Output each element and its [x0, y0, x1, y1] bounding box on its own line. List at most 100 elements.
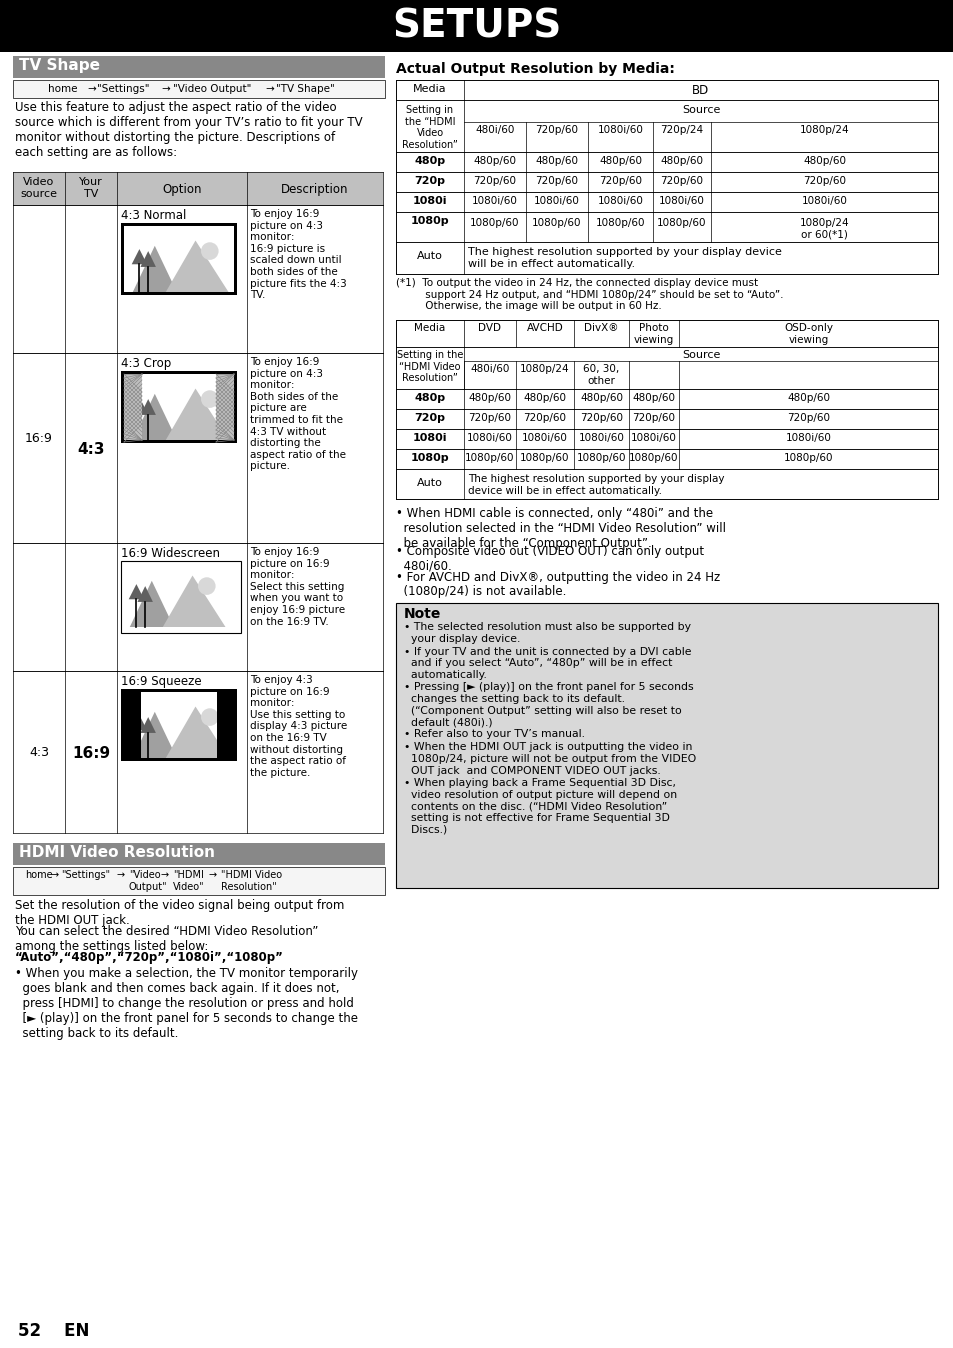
Bar [395, 152, 937, 173]
Text: 1080p/24
or 60(*1): 1080p/24 or 60(*1) [799, 218, 848, 240]
Text: Setting in the
“HDMI Video
Resolution”: Setting in the “HDMI Video Resolution” [396, 350, 463, 383]
Text: home: home [49, 84, 77, 94]
Polygon shape [140, 399, 155, 415]
Circle shape [201, 243, 218, 260]
Polygon shape [137, 586, 152, 603]
Circle shape [201, 391, 218, 408]
Text: home: home [25, 869, 52, 880]
Text: 720p/60: 720p/60 [802, 177, 845, 186]
Text: 1080p: 1080p [410, 216, 449, 226]
Text: 480p: 480p [414, 156, 445, 166]
Text: Option: Option [162, 183, 201, 195]
Bar [395, 469, 937, 499]
Text: Source: Source [681, 350, 720, 360]
Bar [395, 408, 937, 429]
Text: 480p/60: 480p/60 [802, 156, 845, 166]
Bar [395, 449, 937, 469]
Bar [215, 373, 233, 439]
Text: 720p/60: 720p/60 [535, 177, 578, 186]
Text: "Settings": "Settings" [61, 869, 110, 880]
Text: 4:3: 4:3 [77, 442, 105, 457]
Text: 480p/60: 480p/60 [579, 394, 622, 403]
Bar [121, 689, 141, 762]
Text: You can select the desired “HDMI Video Resolution”
among the settings listed bel: You can select the desired “HDMI Video R… [15, 925, 318, 953]
Bar [121, 689, 236, 762]
Polygon shape [132, 249, 147, 264]
Text: HDMI Video Resolution: HDMI Video Resolution [19, 845, 214, 860]
Polygon shape [130, 581, 173, 627]
Text: DVD: DVD [478, 324, 501, 333]
Text: • Refer also to your TV’s manual.: • Refer also to your TV’s manual. [403, 729, 584, 739]
Bar [13, 353, 382, 543]
Text: 720p/60: 720p/60 [598, 177, 641, 186]
Text: To enjoy 16:9
picture on 4:3
monitor:
Both sides of the
picture are
trimmed to f: To enjoy 16:9 picture on 4:3 monitor: Bo… [250, 357, 346, 472]
Text: 4:3 Crop: 4:3 Crop [121, 357, 172, 369]
Bar [13, 57, 385, 78]
Text: 720p: 720p [414, 412, 445, 423]
Text: 720p/24: 720p/24 [659, 125, 702, 135]
Text: →: → [265, 84, 274, 94]
Text: 1080p/60: 1080p/60 [629, 453, 678, 462]
Polygon shape [132, 398, 147, 412]
Text: →: → [117, 869, 125, 880]
Text: Note: Note [403, 608, 441, 621]
Text: 1080p/60: 1080p/60 [532, 218, 581, 228]
Text: 60, 30,
other: 60, 30, other [583, 364, 619, 386]
Text: The highest resolution supported by your display device
will be in effect automa: The highest resolution supported by your… [468, 247, 781, 268]
Text: 720p/60: 720p/60 [523, 412, 566, 423]
Bar [395, 243, 937, 274]
Text: 16:9 Squeeze: 16:9 Squeeze [121, 675, 201, 687]
Polygon shape [140, 717, 155, 733]
Text: • The selected resolution must also be supported by
  your display device.: • The selected resolution must also be s… [403, 623, 690, 644]
Text: TV Shape: TV Shape [19, 58, 100, 73]
Polygon shape [132, 245, 176, 293]
Text: 1080i/60: 1080i/60 [578, 433, 624, 443]
Bar [13, 842, 385, 865]
Text: "HDMI Video: "HDMI Video [221, 869, 282, 880]
Bar [124, 373, 142, 439]
Text: 1080p/60: 1080p/60 [519, 453, 569, 462]
Text: 720p: 720p [414, 177, 445, 186]
Bar [395, 191, 937, 212]
Bar [0, 0, 953, 53]
Text: 480p: 480p [414, 394, 445, 403]
Text: 1080p/60: 1080p/60 [783, 453, 832, 462]
Bar [124, 373, 233, 439]
Bar [395, 346, 937, 390]
Polygon shape [132, 394, 176, 439]
Polygon shape [166, 240, 229, 293]
Polygon shape [132, 714, 147, 731]
Text: Description: Description [281, 183, 349, 195]
Text: 720p/60: 720p/60 [786, 412, 829, 423]
Text: • For AVCHD and DivX®, outputting the video in 24 Hz
  (1080p/24) is not availab: • For AVCHD and DivX®, outputting the vi… [395, 570, 720, 599]
Polygon shape [163, 576, 225, 627]
Bar [395, 319, 937, 499]
Text: DivX®: DivX® [583, 324, 618, 333]
Polygon shape [129, 584, 144, 600]
Text: 1080i/60: 1080i/60 [784, 433, 831, 443]
Text: 480p/60: 480p/60 [523, 394, 566, 403]
Text: • Pressing [► (play)] on the front panel for 5 seconds
  changes the setting bac: • Pressing [► (play)] on the front panel… [403, 682, 693, 728]
Text: To enjoy 16:9
picture on 4:3
monitor:
16:9 picture is
scaled down until
both sid: To enjoy 16:9 picture on 4:3 monitor: 16… [250, 209, 346, 301]
Text: 720p/60: 720p/60 [579, 412, 622, 423]
Bar [395, 603, 937, 887]
Text: SETUPS: SETUPS [392, 7, 561, 44]
Text: • If your TV and the unit is connected by a DVI cable
  and if you select “Auto”: • If your TV and the unit is connected b… [403, 647, 691, 681]
Text: • Composite video out (VIDEO OUT) can only output
  480i/60.: • Composite video out (VIDEO OUT) can on… [395, 545, 703, 573]
Text: 1080i/60: 1080i/60 [630, 433, 677, 443]
Bar [395, 319, 937, 346]
Text: • When HDMI cable is connected, only “480i” and the
  resolution selected in the: • When HDMI cable is connected, only “48… [395, 507, 725, 550]
Text: 480p/60: 480p/60 [473, 156, 516, 166]
Text: To enjoy 16:9
picture on 16:9
monitor:
Select this setting
when you want to
enjo: To enjoy 16:9 picture on 16:9 monitor: S… [250, 547, 345, 627]
Bar [13, 80, 385, 98]
Text: 1080p/24: 1080p/24 [799, 125, 848, 135]
Text: 16:9: 16:9 [25, 431, 52, 445]
Circle shape [201, 708, 218, 725]
Text: Set the resolution of the video signal being output from
the HDMI OUT jack.: Set the resolution of the video signal b… [15, 899, 344, 927]
Bar [216, 689, 236, 762]
Text: • When the HDMI OUT jack is outputting the video in
  1080p/24, picture will not: • When the HDMI OUT jack is outputting t… [403, 743, 696, 775]
Text: 720p/60: 720p/60 [468, 412, 511, 423]
Text: Setting in
the “HDMI
Video
Resolution”: Setting in the “HDMI Video Resolution” [401, 105, 457, 150]
Circle shape [198, 577, 215, 594]
Text: 720p/60: 720p/60 [473, 177, 516, 186]
